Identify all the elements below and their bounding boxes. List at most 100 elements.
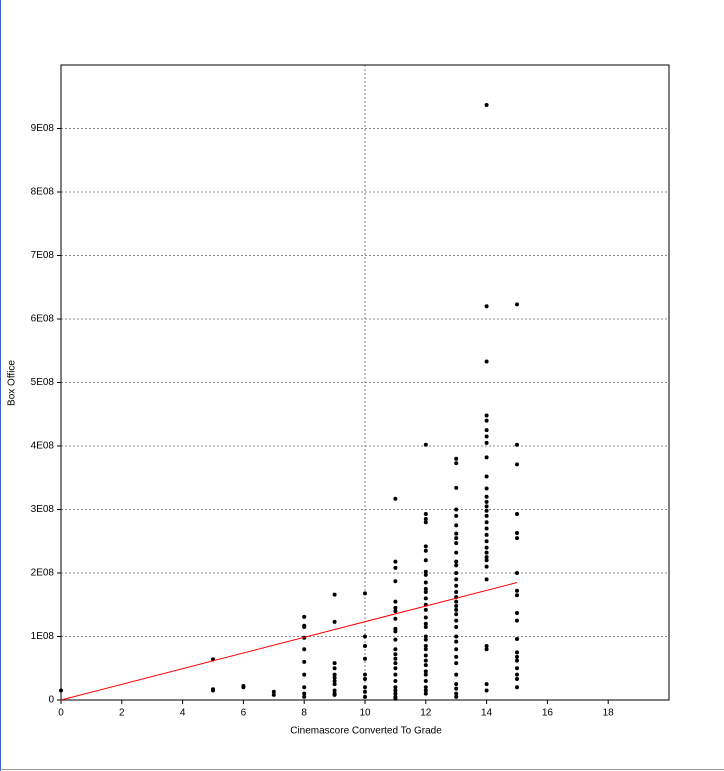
point: [363, 634, 367, 639]
point: [454, 531, 459, 536]
point: [393, 565, 398, 570]
point: [484, 434, 489, 439]
point: [454, 607, 459, 612]
point: [484, 520, 489, 525]
x-tick-label: 0: [58, 708, 64, 719]
point: [484, 688, 489, 693]
point: [515, 611, 519, 616]
point: [454, 563, 459, 568]
point: [454, 604, 459, 609]
point: [423, 688, 428, 693]
point: [423, 607, 428, 612]
point: [454, 682, 459, 687]
point: [393, 656, 398, 661]
point: [393, 652, 398, 657]
point: [393, 616, 398, 621]
point: [363, 694, 367, 699]
point: [211, 688, 215, 693]
point: [484, 526, 489, 531]
point: [484, 564, 489, 569]
point: [393, 691, 398, 696]
point: [302, 672, 307, 677]
point: [363, 672, 367, 677]
point: [423, 572, 428, 577]
x-tick-label: 16: [542, 708, 554, 719]
point: [484, 555, 489, 560]
point: [454, 634, 459, 639]
point: [271, 692, 276, 697]
y-tick-label: 4E08: [31, 441, 55, 452]
point: [454, 550, 459, 555]
point: [332, 592, 337, 597]
x-tick-label: 18: [603, 708, 615, 719]
point: [454, 583, 459, 588]
point: [515, 571, 519, 575]
y-tick-label: 9E08: [31, 123, 55, 134]
x-tick-label: 10: [359, 708, 371, 719]
point: [423, 590, 428, 595]
point: [332, 692, 337, 697]
point: [484, 413, 489, 418]
point: [454, 612, 459, 617]
point: [423, 517, 428, 522]
point: [423, 653, 428, 658]
point: [332, 675, 337, 680]
point: [393, 599, 398, 604]
point: [484, 455, 489, 460]
point: [515, 536, 519, 541]
point: [423, 678, 428, 683]
point: [363, 689, 367, 694]
point: [302, 659, 307, 664]
point: [515, 654, 519, 659]
point: [423, 685, 428, 690]
point: [423, 624, 428, 629]
point: [454, 536, 459, 541]
point: [484, 486, 489, 491]
y-tick-label: 6E08: [31, 314, 55, 325]
point: [454, 618, 459, 623]
point: [484, 539, 489, 544]
point: [484, 545, 489, 550]
y-tick-label: 8E08: [31, 187, 55, 198]
point: [484, 499, 489, 504]
point: [393, 579, 398, 584]
point: [515, 666, 519, 671]
x-tick-label: 2: [119, 708, 125, 719]
point: [363, 685, 367, 690]
point: [484, 103, 489, 108]
point: [393, 637, 398, 642]
point: [393, 678, 398, 683]
point: [393, 685, 398, 690]
point: [271, 689, 276, 694]
point: [59, 688, 63, 693]
x-tick-label: 6: [241, 708, 247, 719]
point: [423, 586, 428, 591]
point: [423, 580, 428, 585]
point: [454, 590, 459, 595]
x-tick-label: 12: [420, 708, 432, 719]
y-tick-label: 2E08: [31, 568, 55, 579]
point: [454, 507, 459, 512]
point: [332, 619, 337, 624]
point: [484, 577, 489, 582]
point: [332, 666, 337, 671]
point: [454, 456, 459, 461]
point: [454, 485, 459, 490]
point: [423, 544, 428, 549]
point: [423, 637, 428, 642]
x-tick-label: 14: [481, 708, 493, 719]
point: [454, 672, 459, 677]
point: [454, 694, 459, 699]
point: [515, 462, 519, 467]
y-tick-label: 7E08: [31, 250, 55, 261]
point: [484, 532, 489, 537]
point: [423, 520, 428, 525]
point: [423, 511, 428, 516]
point: [423, 672, 428, 677]
point: [454, 461, 459, 466]
point: [302, 691, 307, 696]
point: [454, 599, 459, 604]
point: [363, 644, 367, 649]
